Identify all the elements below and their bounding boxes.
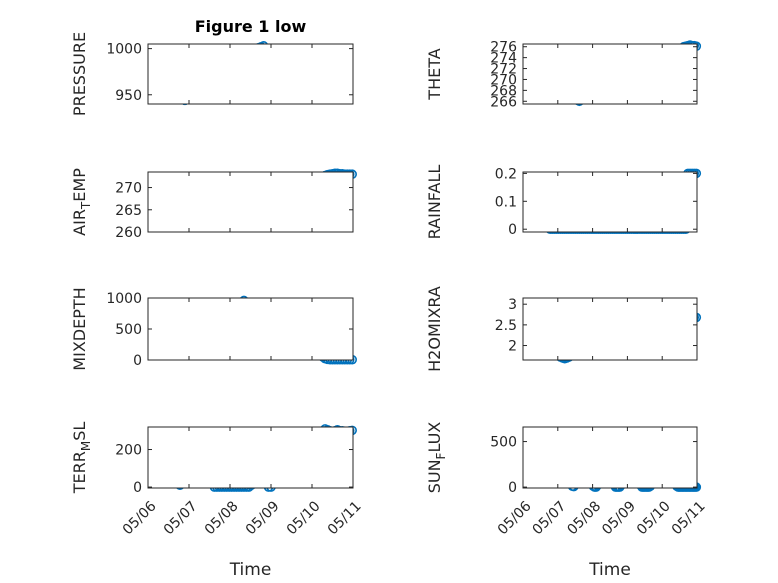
subplot-8: 0 500 SUNFLUX 05/0605/0705/0805/0905/1005/1… xyxy=(425,422,709,580)
y-tick-label: 0 xyxy=(508,222,517,238)
y-tick-label: 0 xyxy=(508,480,517,496)
y-tick-label: 268 xyxy=(490,83,517,99)
axes-frame xyxy=(147,43,354,105)
y-axis-label: TERRMSL xyxy=(70,422,93,495)
y-tick-label: 265 xyxy=(115,203,142,219)
x-tick-label: 05/09 xyxy=(599,498,639,538)
x-tick-label: 05/07 xyxy=(161,498,201,538)
x-tick-label: 05/10 xyxy=(634,498,674,538)
chart-title: Figure 1 low xyxy=(195,17,307,36)
axes-frame xyxy=(522,43,698,105)
x-axis-label: Time xyxy=(229,560,272,580)
y-tick-label: 200 xyxy=(115,443,142,459)
y-tick-label: 272 xyxy=(490,62,517,78)
y-tick-label: 950 xyxy=(115,88,142,104)
x-tick-label: 05/08 xyxy=(202,498,242,538)
x-tick-label: 05/09 xyxy=(243,498,283,538)
subplot-7: 0 200 TERRMSL 05/06 05/07 05/08 05/09 05/10 05/1… xyxy=(70,422,365,580)
x-tick-label: 05/11 xyxy=(325,498,365,538)
y-tick-label: 1000 xyxy=(106,42,142,58)
x-tick-label: 05/07 xyxy=(530,498,570,538)
subplot-6: 2 2.5 3 H2OMIXRA xyxy=(425,286,702,372)
y-tick-label: 260 xyxy=(115,225,142,241)
y-axis-label: THETA xyxy=(425,48,444,100)
y-tick-label: 0.2 xyxy=(495,166,517,182)
y-axis-label: SUNFLUX xyxy=(425,422,448,494)
subplot-5: 0 500 1000 MIXDEPTH xyxy=(70,287,357,371)
y-tick-label: 500 xyxy=(490,435,517,451)
x-tick-label: 05/10 xyxy=(284,498,324,538)
y-tick-label: 3 xyxy=(508,297,517,313)
y-tick-label: 0.1 xyxy=(495,194,517,210)
x-tick-label: 05/11 xyxy=(669,498,709,538)
y-tick-label: 270 xyxy=(115,181,142,197)
x-tick-label: 05/06 xyxy=(495,498,535,538)
axes-frame xyxy=(147,171,354,233)
y-tick-label: 266 xyxy=(490,94,517,110)
axes-frame xyxy=(522,171,698,233)
y-axis-label: H2OMIXRA xyxy=(425,286,444,372)
y-tick-label: 1000 xyxy=(106,291,142,307)
x-tick-label: 05/06 xyxy=(120,498,160,538)
axes-frame xyxy=(147,297,354,361)
y-tick-label: 274 xyxy=(490,51,517,67)
axes-frame xyxy=(522,297,698,361)
y-axis-label: AIRTEMP xyxy=(70,168,93,236)
x-tick-label: 05/08 xyxy=(564,498,604,538)
subplot-4: 0 0.1 0.2 RAINFALL xyxy=(425,165,702,240)
y-tick-label: 276 xyxy=(490,40,517,56)
subplot-1: 950 1000 PRESSURE Figure 1 low xyxy=(70,17,354,116)
y-tick-label: 270 xyxy=(490,72,517,88)
y-tick-label: 0 xyxy=(133,353,142,369)
y-axis-label: PRESSURE xyxy=(70,32,89,116)
x-axis-label: Time xyxy=(588,560,631,580)
y-tick-label: 2 xyxy=(508,339,517,355)
y-tick-label: 2.5 xyxy=(495,318,517,334)
axes-frame xyxy=(147,426,354,489)
axes-frame xyxy=(522,426,698,489)
y-axis-label: MIXDEPTH xyxy=(70,287,89,370)
subplot-3: 260 265 270 AIRTEMP xyxy=(70,168,357,241)
y-tick-label: 0 xyxy=(133,480,142,496)
y-axis-label: RAINFALL xyxy=(425,165,444,240)
y-tick-label: 500 xyxy=(115,322,142,338)
